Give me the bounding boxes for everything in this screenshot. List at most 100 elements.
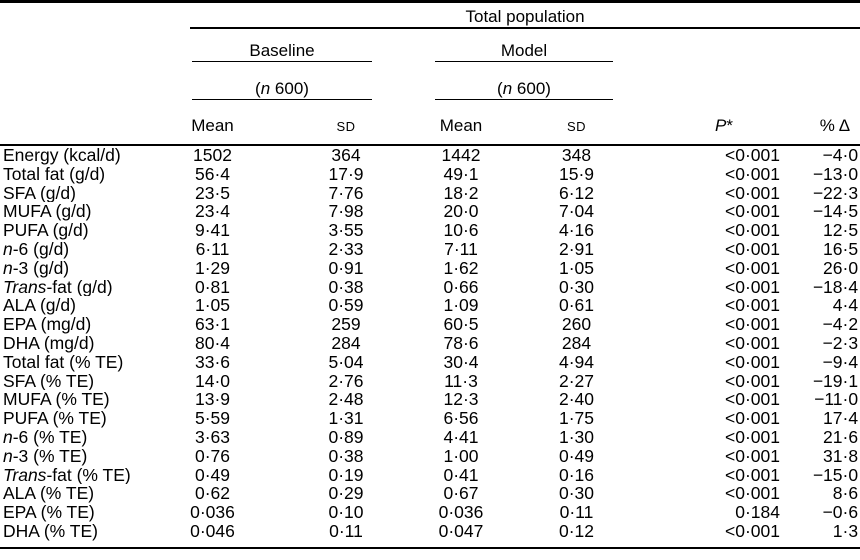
cell-model-sd: 0·12 [558, 521, 595, 541]
empty-cell [635, 70, 785, 108]
model-sd-header: SD [520, 108, 635, 146]
cell-baseline-mean: 63·1 [194, 315, 231, 334]
row-label-text: Total fat (g/d) [3, 164, 106, 184]
cell-percent-change: 1·3 [832, 521, 859, 541]
row-label-text: MUFA (g/d) [3, 202, 92, 222]
table-row: Trans-fat (% TE) 0·49 0·19 0·41 0·16 <0·001 −1… [0, 466, 860, 485]
table-row: MUFA (% TE) 13·9 2·48 12·3 2·40 <0·001 −11·0 [0, 390, 860, 409]
row-label: n-6 (% TE) [0, 428, 185, 447]
table-row: Energy (kcal/d) 1502 364 1442 348 <0·001 −4·0 [0, 145, 860, 165]
cell-percent-change: −14·5 [812, 202, 859, 222]
cell-baseline-mean: 1502 [193, 145, 232, 165]
cell-baseline-sd: 0·38 [328, 446, 364, 466]
table-row: SFA (% TE) 14·0 2·76 11·3 2·27 <0·001 −19·1 [0, 372, 860, 391]
row-label: MUFA (g/d) [0, 202, 185, 221]
cell-baseline-mean: 0·49 [194, 465, 231, 485]
cell-model-mean: 49·1 [443, 164, 479, 184]
row-label: EPA (mg/d) [0, 315, 185, 334]
cell-baseline-sd: 2·76 [328, 371, 364, 391]
cell-model-sd: 0·30 [558, 484, 595, 504]
cell-p-value: <0·001 [725, 484, 780, 504]
cell-baseline-mean: 0·036 [190, 503, 235, 522]
baseline-mean-header: Mean [185, 108, 300, 146]
empty-cell [785, 33, 860, 70]
table-row: Total fat (g/d) 56·4 17·9 49·1 15·9 <0·001 −13… [0, 165, 860, 184]
spanner-rule: Total population [190, 7, 860, 29]
row-label: Total fat (g/d) [0, 165, 185, 184]
cell-p-value: <0·001 [725, 183, 780, 203]
cell-model-mean: 0·036 [438, 503, 484, 522]
cell-model-mean: 11·3 [444, 371, 478, 391]
table-row: DHA (% TE) 0·046 0·11 0·047 0·12 <0·001 1·3 [0, 522, 860, 541]
cell-model-sd: 0·30 [558, 277, 595, 297]
cell-baseline-mean: 6·11 [195, 239, 230, 259]
cell-p-value: 0·184 [735, 503, 780, 522]
cell-baseline-mean: 3·63 [194, 427, 231, 447]
cell-baseline-sd: 0·59 [328, 296, 364, 316]
cell-percent-change: 21·6 [823, 427, 859, 447]
row-label-text: EPA (% TE) [3, 503, 95, 522]
cell-model-mean: 1·62 [443, 258, 479, 278]
cell-p-value: <0·001 [725, 390, 780, 410]
table-row: PUFA (% TE) 5·59 1·31 6·56 1·75 <0·001 17·4 [0, 409, 860, 428]
stub-head-empty [0, 3, 185, 33]
cell-model-mean: 0·047 [438, 521, 484, 541]
cell-p-value: <0·001 [725, 465, 780, 485]
row-label-text: ALA (% TE) [3, 484, 95, 504]
cell-p-value: <0·001 [725, 371, 780, 391]
cell-baseline-mean: 9·41 [194, 221, 231, 240]
cell-baseline-sd: 259 [331, 315, 361, 334]
cell-baseline-mean: 33·6 [194, 352, 231, 372]
cell-baseline-mean: 14·0 [194, 371, 231, 391]
baseline-rule: Baseline [192, 41, 372, 62]
table-row: n-6 (g/d) 6·11 2·33 7·11 2·91 <0·001 16·5 [0, 240, 860, 259]
table-row: Total fat (% TE) 33·6 5·04 30·4 4·94 <0·001 −9… [0, 353, 860, 372]
row-label-italic: n [3, 258, 13, 278]
cell-percent-change: −13·0 [812, 164, 859, 184]
model-n-rule: (n 600) [435, 79, 613, 100]
baseline-sd-header: SD [300, 108, 410, 146]
cell-model-sd: 348 [561, 145, 592, 165]
row-label: SFA (g/d) [0, 184, 185, 203]
cell-p-value: <0·001 [725, 315, 780, 334]
row-label-text: DHA (mg/d) [3, 333, 95, 353]
cell-percent-change: −4·2 [822, 315, 859, 334]
cell-baseline-mean: 13·9 [194, 390, 231, 410]
row-label-text: -6 (g/d) [12, 239, 70, 259]
row-label: ALA (g/d) [0, 296, 185, 315]
spanner-cell: Total population [185, 3, 860, 33]
cell-percent-change: 26·0 [823, 258, 859, 278]
empty-cell [0, 70, 185, 108]
row-label: EPA (% TE) [0, 503, 185, 522]
model-mean-header: Mean [410, 108, 520, 146]
cell-baseline-mean: 23·5 [194, 183, 231, 203]
baseline-n-cell: (n 600) [185, 70, 410, 108]
cell-percent-change: −22·3 [812, 183, 859, 203]
row-label: Trans-fat (g/d) [0, 278, 185, 297]
cell-percent-change: 16·5 [823, 239, 859, 259]
cell-baseline-sd: 0·11 [329, 521, 363, 541]
table-row: n-6 (% TE) 3·63 0·89 4·41 1·30 <0·001 21·6 [0, 428, 860, 447]
cell-model-mean: 1·00 [443, 446, 479, 466]
model-n-label: (n 600) [497, 78, 551, 98]
cell-model-mean: 18·2 [443, 183, 479, 203]
cell-baseline-mean: 0·62 [194, 484, 231, 504]
cell-model-mean: 12·3 [443, 390, 479, 410]
cell-model-mean: 4·41 [443, 427, 479, 447]
cell-percent-change: −19·1 [812, 371, 859, 391]
cell-p-value: <0·001 [725, 521, 780, 541]
model-group-cell: Model [410, 33, 635, 70]
cell-baseline-mean: 80·4 [194, 333, 231, 353]
cell-baseline-mean: 56·4 [194, 164, 231, 184]
cell-percent-change: −9·4 [822, 352, 859, 372]
cell-baseline-sd: 0·89 [328, 427, 364, 447]
cell-p-value: <0·001 [725, 202, 780, 222]
cell-baseline-mean: 1·05 [194, 296, 231, 316]
cell-baseline-sd: 0·10 [328, 503, 364, 522]
empty-cell [635, 33, 785, 70]
sample-size-row: (n 600) (n 600) [0, 70, 860, 108]
cell-baseline-mean: 5·59 [194, 409, 231, 428]
stub-head-empty [0, 108, 185, 146]
column-header-row: Mean SD Mean SD P* % Δ [0, 108, 860, 146]
